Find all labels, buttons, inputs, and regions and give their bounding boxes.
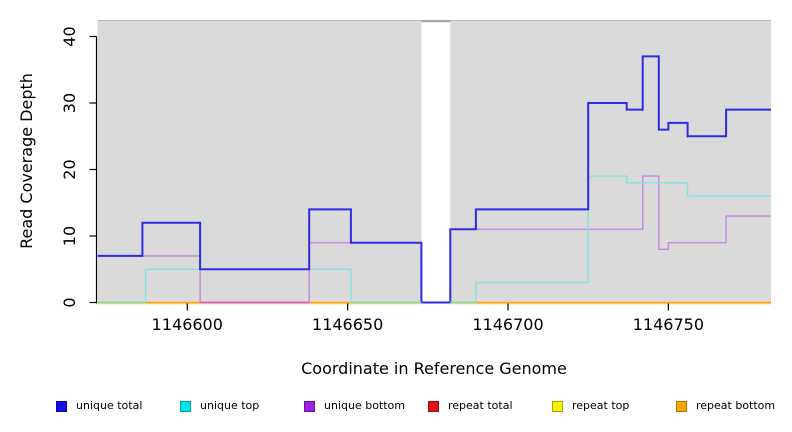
plot-background-layer bbox=[97, 20, 771, 304]
y-tick-label: 30 bbox=[60, 93, 79, 113]
y-tick-label: 20 bbox=[60, 159, 79, 179]
x-tick-label: 1146750 bbox=[633, 315, 704, 334]
axis-layer: 1146600 1146650 1146700 1146750 0 10 20 30 40 C… bbox=[17, 26, 704, 378]
x-axis-label: Coordinate in Reference Genome bbox=[301, 359, 567, 378]
y-tick-label: 0 bbox=[60, 297, 79, 307]
x-tick-label: 1146650 bbox=[312, 315, 383, 334]
series-unique-top-line bbox=[97, 175, 771, 304]
series-layer bbox=[97, 55, 771, 305]
x-axis-ticks: 1146600 1146650 1146700 1146750 bbox=[95, 36, 704, 334]
y-tick-label: 40 bbox=[60, 26, 79, 46]
x-tick-label: 1146700 bbox=[472, 315, 543, 334]
y-tick-label: 10 bbox=[60, 226, 79, 246]
y-axis-label: Read Coverage Depth bbox=[17, 73, 36, 249]
no-data-gap bbox=[421, 22, 451, 304]
y-axis-ticks: 0 10 20 30 40 bbox=[60, 26, 97, 308]
series-unique-total-line bbox=[97, 55, 771, 304]
x-tick-label: 1146600 bbox=[152, 315, 223, 334]
no-data-gap-cap bbox=[421, 20, 451, 23]
